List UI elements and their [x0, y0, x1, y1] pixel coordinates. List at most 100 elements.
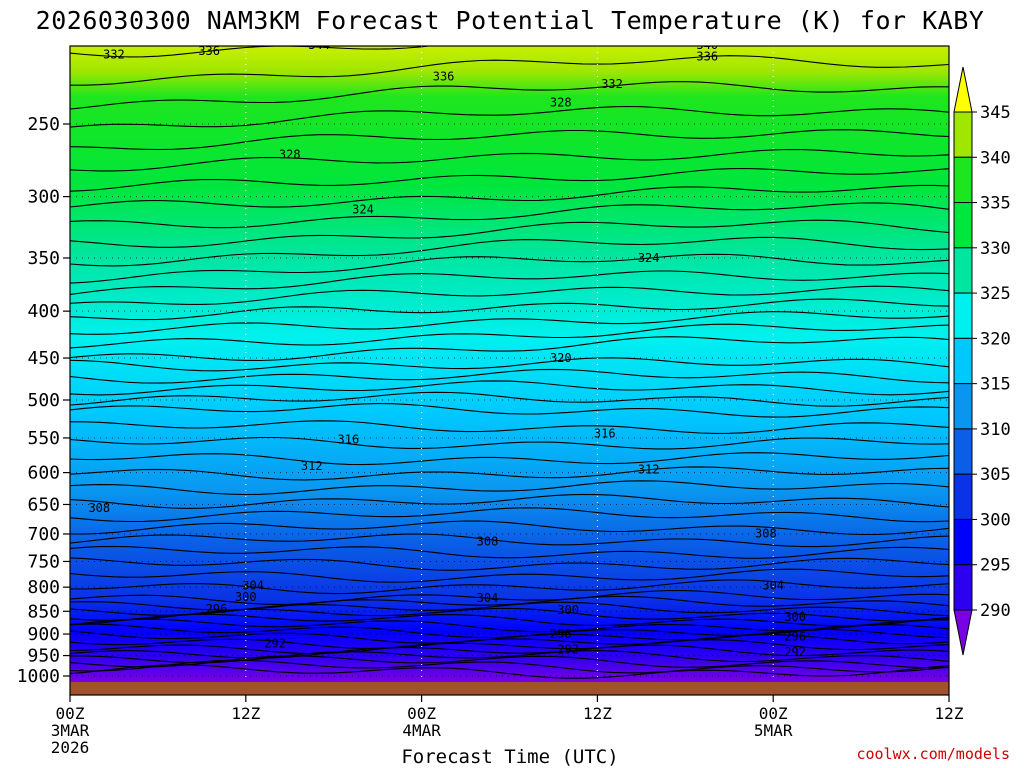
contour-line	[70, 368, 949, 384]
contour-label: 300	[557, 603, 579, 617]
contour-line	[70, 579, 949, 595]
contour-line	[70, 357, 949, 372]
contour-line	[70, 336, 949, 362]
contour-line	[70, 236, 949, 267]
contour-label-text: 332	[601, 77, 623, 91]
contour-label: 304	[762, 579, 784, 593]
contour-label-text: 312	[638, 462, 660, 476]
contour-label-text: 344	[308, 38, 330, 52]
contour-line	[70, 391, 949, 407]
contour-line	[70, 219, 949, 248]
contour-label: 292	[784, 645, 806, 659]
colorbar-bottom-arrow	[953, 609, 973, 656]
colorbar-label: 315	[980, 375, 1011, 395]
contour-line	[70, 184, 949, 208]
contour-label-text: 336	[696, 49, 718, 63]
contour-line	[70, 613, 949, 627]
contour-line	[70, 507, 949, 523]
x-tick-label-line: 2026	[51, 738, 90, 757]
contour-label-text: 324	[638, 251, 660, 265]
contour-line	[70, 595, 949, 611]
contour-line	[70, 628, 949, 644]
colorbar-band	[953, 337, 973, 385]
contour-label: 304	[242, 579, 264, 593]
colorbar-band	[953, 247, 973, 294]
colorbar-band	[953, 473, 973, 520]
colorbar-band	[953, 428, 973, 475]
y-tick-label: 1000	[17, 666, 60, 687]
contour-label-text: 316	[338, 432, 360, 446]
colorbar-band	[953, 292, 973, 339]
contour-line	[70, 253, 949, 284]
y-tick-label: 950	[27, 646, 60, 667]
contour-label: 292	[557, 643, 579, 657]
contour-line	[70, 607, 949, 622]
contour-line	[70, 589, 949, 605]
contour-label: 300	[784, 610, 806, 624]
contour-line	[70, 81, 949, 110]
contour-label: 308	[755, 526, 777, 540]
colorbar-label: 325	[980, 284, 1011, 304]
x-tick-label: 00Z 3MAR 2026	[51, 704, 90, 757]
contour-label-text: 292	[264, 637, 286, 651]
colorbar-label: 335	[980, 194, 1011, 214]
credit-link[interactable]: coolwx.com/models	[856, 745, 1010, 763]
plot-frame	[69, 45, 950, 696]
contour-line	[70, 545, 949, 559]
colorbar-top-arrow	[953, 66, 973, 113]
colorbar-band	[953, 202, 973, 249]
colorbar-label: 295	[980, 556, 1011, 576]
colorbar-label: 290	[980, 601, 1011, 621]
contour-label-text: 308	[755, 526, 777, 540]
contour-label: 328	[279, 148, 301, 162]
contour-line	[70, 420, 949, 434]
contour-label-text: 296	[550, 627, 572, 641]
x-tick-label-line: 00Z	[407, 704, 436, 723]
colorbar-label: 305	[980, 465, 1011, 485]
contour-label-text: 336	[198, 44, 220, 58]
y-tick-label: 750	[27, 551, 60, 572]
contour-line	[70, 533, 949, 548]
x-tick-label-line: 00Z	[759, 704, 788, 723]
x-tick-label-line: 12Z	[935, 704, 964, 723]
contour-line	[70, 520, 949, 536]
contour-label: 344	[308, 38, 330, 52]
contour-label: 336	[198, 44, 220, 58]
x-tick-label: 12Z	[583, 704, 612, 723]
x-tick-label-line: 12Z	[583, 704, 612, 723]
contour-label: 332	[601, 77, 623, 91]
contour-line	[70, 650, 949, 664]
contour-label: 340	[696, 46, 718, 52]
colorbar-label: 310	[980, 420, 1011, 440]
contour-line	[70, 202, 949, 229]
contour-label: 296	[550, 627, 572, 641]
ground-strip	[70, 682, 949, 695]
chart-title: 2026030300 NAM3KM Forecast Potential Tem…	[36, 6, 985, 35]
contour-label: 296	[784, 629, 806, 643]
contour-label: 332	[103, 48, 125, 62]
contour-line	[70, 493, 949, 509]
contour-label-text: 300	[235, 590, 257, 604]
contour-label-text: 308	[477, 534, 499, 548]
y-tick-label: 350	[27, 248, 60, 269]
contour-label: 292	[264, 637, 286, 651]
contour-line	[70, 639, 949, 655]
contour-label-text: 296	[206, 602, 228, 616]
contour-label-text: 292	[784, 645, 806, 659]
contour-line	[70, 323, 949, 349]
y-tick-label: 650	[27, 494, 60, 515]
y-tick-label: 700	[27, 524, 60, 545]
y-tick-label: 600	[27, 463, 60, 484]
colorbar-label: 320	[980, 329, 1011, 349]
x-tick-label-line: 12Z	[231, 704, 260, 723]
contour-label-text: 296	[784, 629, 806, 643]
contour-line	[70, 466, 949, 481]
x-tick-label-line: 00Z	[56, 704, 85, 723]
colorbar-band	[953, 518, 973, 566]
contour-label: 300	[235, 590, 257, 604]
contour-line	[70, 452, 949, 466]
contour-label-text: 332	[103, 48, 125, 62]
contour-line	[70, 167, 949, 192]
colorbar-label: 345	[980, 103, 1011, 123]
